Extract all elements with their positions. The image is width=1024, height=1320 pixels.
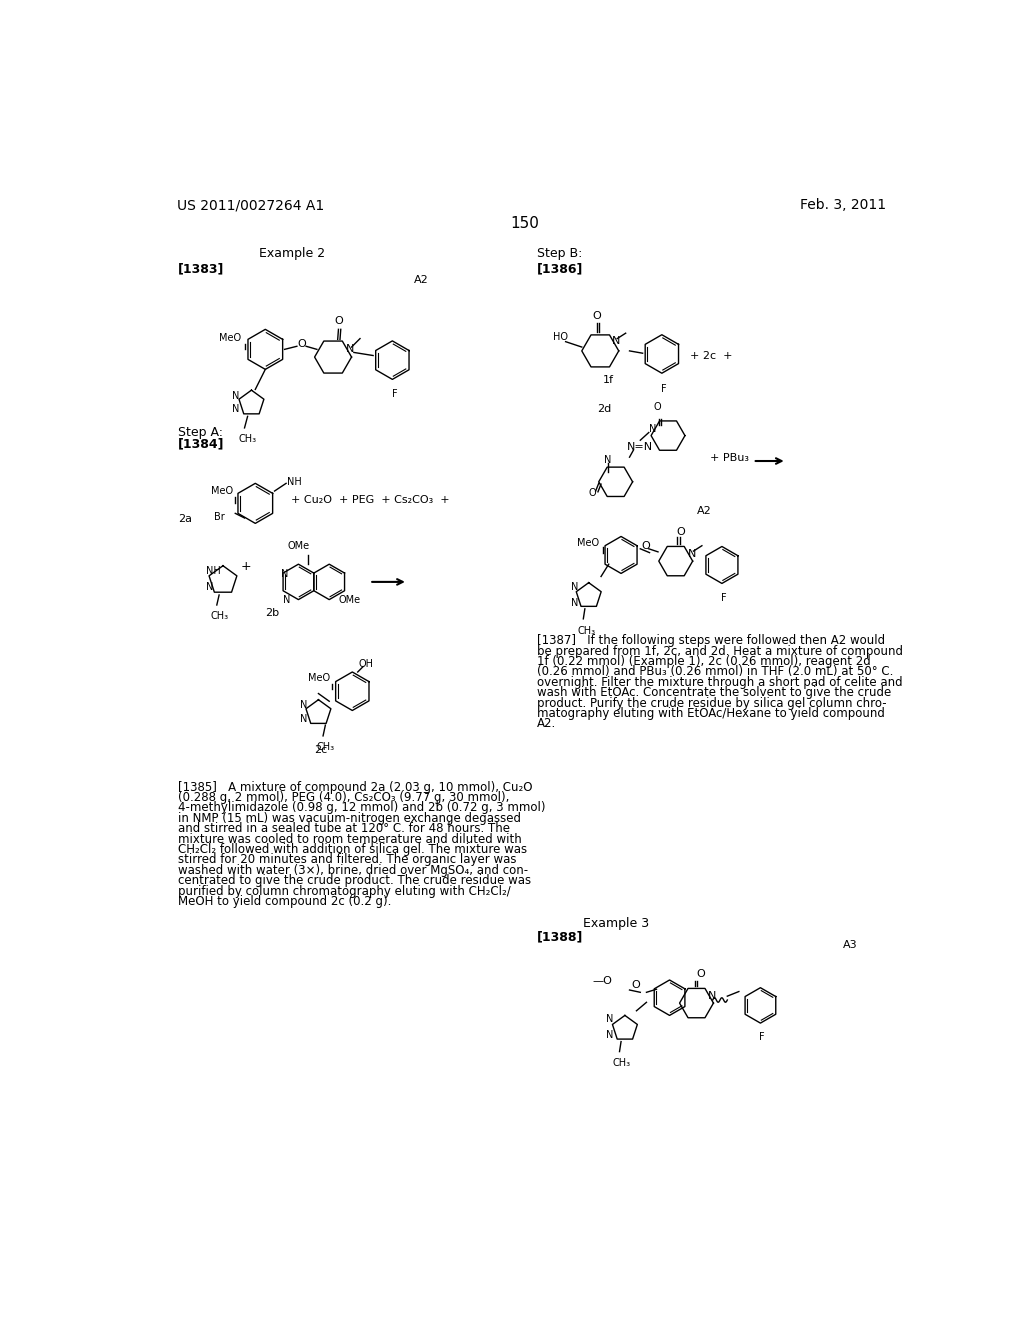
Text: + Cu₂O  + PEG  + Cs₂CO₃  +: + Cu₂O + PEG + Cs₂CO₃ + — [291, 495, 450, 506]
Text: N: N — [346, 345, 354, 354]
Text: N: N — [708, 991, 717, 1001]
Text: and stirred in a sealed tube at 120° C. for 48 hours. The: and stirred in a sealed tube at 120° C. … — [178, 822, 510, 836]
Text: 2b: 2b — [265, 607, 280, 618]
Text: —O: —O — [593, 975, 612, 986]
Text: + PBu₃: + PBu₃ — [711, 453, 750, 463]
Text: 2c: 2c — [313, 744, 327, 755]
Text: N: N — [300, 714, 307, 723]
Text: Example 3: Example 3 — [583, 917, 649, 929]
Text: N: N — [300, 700, 307, 710]
Text: mixture was cooled to room temperature and diluted with: mixture was cooled to room temperature a… — [178, 833, 522, 846]
Text: F: F — [662, 384, 667, 393]
Text: [1384]: [1384] — [178, 437, 225, 450]
Text: CH₂Cl₂ followed with addition of silica gel. The mixture was: CH₂Cl₂ followed with addition of silica … — [178, 843, 527, 855]
Text: N: N — [649, 425, 656, 434]
Text: A2: A2 — [414, 276, 429, 285]
Text: CH₃: CH₃ — [612, 1057, 631, 1068]
Text: (0.288 g, 2 mmol), PEG (4.0), Cs₂CO₃ (9.77 g, 30 mmol),: (0.288 g, 2 mmol), PEG (4.0), Cs₂CO₃ (9.… — [178, 791, 510, 804]
Text: CH₃: CH₃ — [211, 611, 228, 622]
Text: centrated to give the crude product. The crude residue was: centrated to give the crude product. The… — [178, 874, 531, 887]
Text: N: N — [606, 1014, 613, 1024]
Text: product. Purify the crude residue by silica gel column chro-: product. Purify the crude residue by sil… — [538, 697, 887, 710]
Text: N: N — [281, 569, 288, 579]
Text: Br: Br — [214, 512, 224, 523]
Text: O: O — [298, 339, 306, 348]
Text: 2d: 2d — [597, 404, 611, 414]
Text: OMe: OMe — [288, 541, 309, 552]
Text: 2a: 2a — [178, 513, 193, 524]
Text: F: F — [722, 594, 727, 603]
Text: N: N — [206, 582, 213, 591]
Text: Step B:: Step B: — [538, 247, 583, 260]
Text: overnight. Filter the mixture through a short pad of celite and: overnight. Filter the mixture through a … — [538, 676, 903, 689]
Text: HO: HO — [553, 333, 567, 342]
Text: A3: A3 — [843, 940, 857, 949]
Text: 1f: 1f — [602, 375, 613, 385]
Text: A2: A2 — [696, 506, 712, 516]
Text: MeOH to yield compound 2c (0.2 g).: MeOH to yield compound 2c (0.2 g). — [178, 895, 391, 908]
Text: MeO: MeO — [219, 333, 242, 343]
Text: O: O — [641, 541, 650, 550]
Text: O: O — [696, 969, 705, 979]
Text: MeO: MeO — [578, 539, 599, 548]
Text: F: F — [759, 1032, 765, 1043]
Text: NH: NH — [206, 566, 221, 576]
Text: 4-methylimidazole (0.98 g, 12 mmol) and 2b (0.72 g, 3 mmol): 4-methylimidazole (0.98 g, 12 mmol) and … — [178, 801, 546, 814]
Text: CH₃: CH₃ — [578, 626, 595, 636]
Text: N: N — [571, 598, 579, 607]
Text: (0.26 mmol) and PBu₃ (0.26 mmol) in THF (2.0 mL) at 50° C.: (0.26 mmol) and PBu₃ (0.26 mmol) in THF … — [538, 665, 894, 678]
Text: NH: NH — [287, 477, 302, 487]
Text: [1385]   A mixture of compound 2a (2.03 g, 10 mmol), Cu₂O: [1385] A mixture of compound 2a (2.03 g,… — [178, 780, 532, 793]
Text: Example 2: Example 2 — [259, 247, 326, 260]
Text: +: + — [241, 560, 251, 573]
Text: [1383]: [1383] — [178, 263, 224, 276]
Text: CH₃: CH₃ — [239, 434, 256, 444]
Text: N=N: N=N — [628, 442, 653, 453]
Text: N: N — [611, 335, 621, 346]
Text: O: O — [677, 527, 685, 537]
Text: 150: 150 — [510, 216, 540, 231]
Text: + 2c  +: + 2c + — [689, 351, 732, 360]
Text: Feb. 3, 2011: Feb. 3, 2011 — [801, 198, 887, 213]
Text: O: O — [334, 317, 343, 326]
Text: MeO: MeO — [307, 673, 330, 684]
Text: O: O — [593, 312, 601, 321]
Text: N: N — [688, 549, 696, 560]
Text: stirred for 20 minutes and filtered. The organic layer was: stirred for 20 minutes and filtered. The… — [178, 853, 517, 866]
Text: CH₃: CH₃ — [316, 742, 335, 752]
Text: OH: OH — [358, 659, 374, 669]
Text: N: N — [606, 1030, 613, 1040]
Text: in NMP (15 mL) was vacuum-nitrogen exchange degassed: in NMP (15 mL) was vacuum-nitrogen excha… — [178, 812, 521, 825]
Text: washed with water (3×), brine, dried over MgSO₄, and con-: washed with water (3×), brine, dried ove… — [178, 863, 528, 876]
Text: N: N — [604, 455, 611, 465]
Text: N: N — [232, 404, 240, 414]
Text: Step A:: Step A: — [178, 426, 223, 440]
Text: purified by column chromatography eluting with CH₂Cl₂/: purified by column chromatography elutin… — [178, 884, 511, 898]
Text: be prepared from 1f, 2c, and 2d. Heat a mixture of compound: be prepared from 1f, 2c, and 2d. Heat a … — [538, 644, 903, 657]
Text: F: F — [392, 389, 397, 400]
Text: N: N — [283, 594, 291, 605]
Text: matography eluting with EtOAc/Hexane to yield compound: matography eluting with EtOAc/Hexane to … — [538, 708, 885, 719]
Text: N: N — [232, 391, 240, 400]
Text: US 2011/0027264 A1: US 2011/0027264 A1 — [177, 198, 324, 213]
Text: MeO: MeO — [211, 486, 233, 496]
Text: 1f (0.22 mmol) (Example 1), 2c (0.26 mmol), reagent 2d: 1f (0.22 mmol) (Example 1), 2c (0.26 mmo… — [538, 655, 870, 668]
Text: wash with EtOAc. Concentrate the solvent to give the crude: wash with EtOAc. Concentrate the solvent… — [538, 686, 891, 700]
Text: A2.: A2. — [538, 718, 556, 730]
Text: O: O — [589, 488, 596, 499]
Text: [1388]: [1388] — [538, 929, 584, 942]
Text: OMe: OMe — [339, 595, 360, 606]
Text: [1387]   If the following steps were followed then A2 would: [1387] If the following steps were follo… — [538, 635, 885, 647]
Text: O: O — [631, 981, 640, 990]
Text: [1386]: [1386] — [538, 263, 584, 276]
Text: O: O — [653, 403, 662, 412]
Text: N: N — [571, 582, 579, 593]
